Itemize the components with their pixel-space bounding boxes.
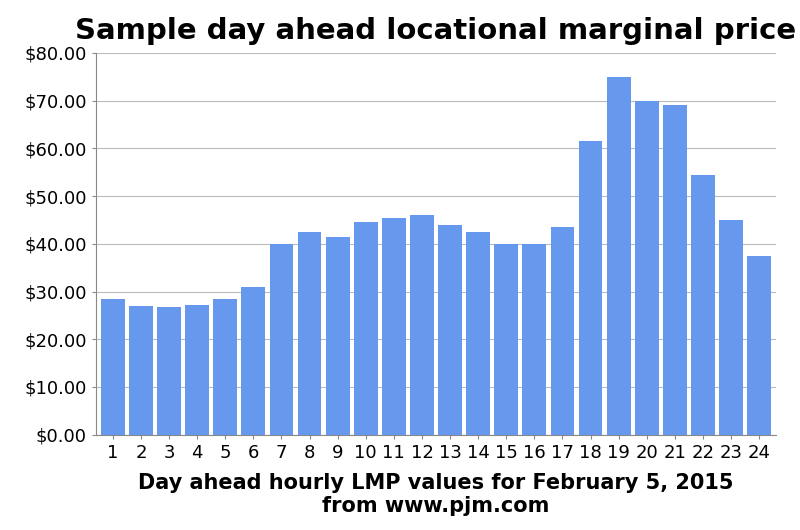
Bar [214, 298, 237, 435]
Bar [635, 101, 658, 435]
Title: Sample day ahead locational marginal price: Sample day ahead locational marginal pri… [75, 17, 797, 45]
Bar [606, 77, 630, 435]
Bar [326, 236, 350, 435]
Bar [663, 105, 686, 435]
Bar [578, 141, 602, 435]
Bar [466, 232, 490, 435]
Bar [298, 232, 322, 435]
Bar [101, 298, 125, 435]
Bar [354, 223, 378, 435]
Bar [522, 244, 546, 435]
Bar [691, 175, 715, 435]
Bar [242, 287, 266, 435]
Bar [747, 256, 771, 435]
Bar [719, 220, 743, 435]
Bar [550, 227, 574, 435]
Bar [186, 305, 209, 435]
Bar [270, 244, 294, 435]
Bar [410, 215, 434, 435]
Bar [438, 225, 462, 435]
Bar [382, 217, 406, 435]
Bar [129, 306, 153, 435]
Bar [494, 244, 518, 435]
Bar [157, 307, 181, 435]
X-axis label: Day ahead hourly LMP values for February 5, 2015
from www.pjm.com: Day ahead hourly LMP values for February… [138, 473, 734, 516]
